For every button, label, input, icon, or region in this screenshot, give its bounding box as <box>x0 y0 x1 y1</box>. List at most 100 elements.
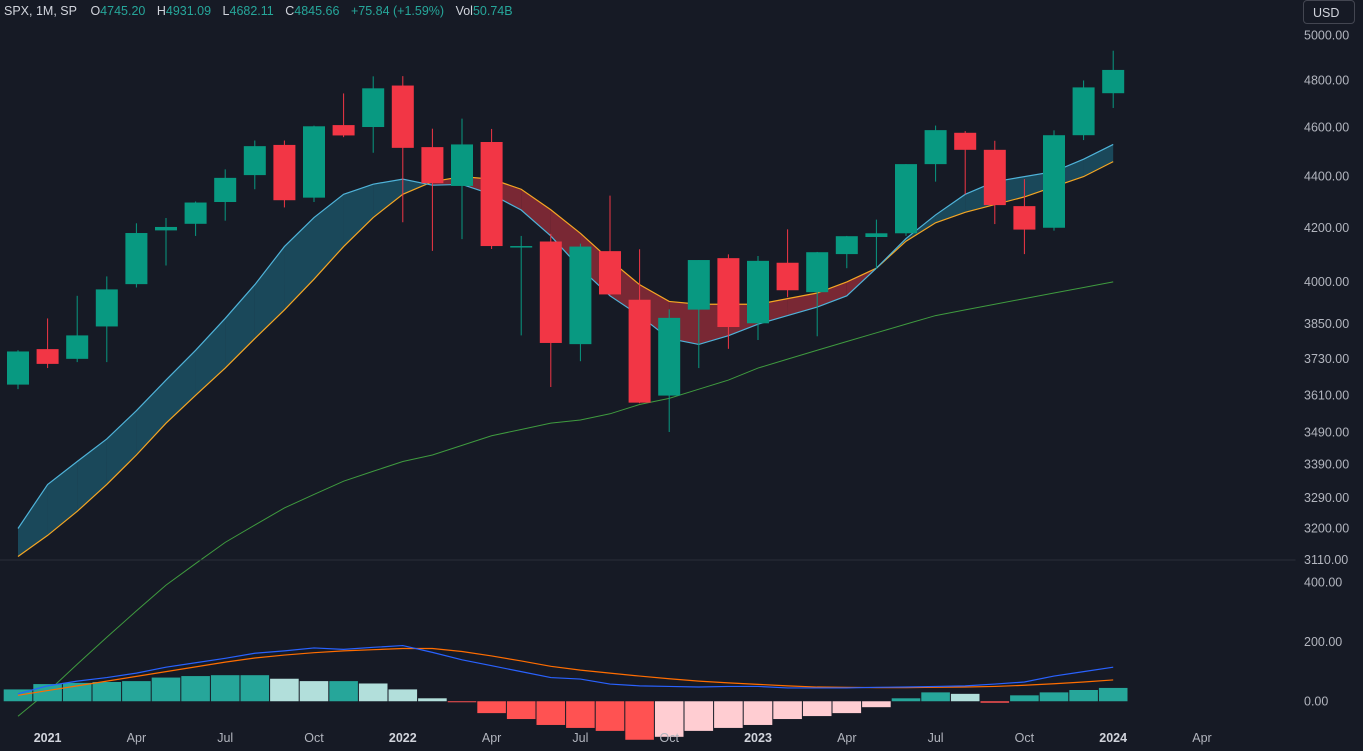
macd-histogram-bar[interactable] <box>270 678 299 702</box>
macd-histogram-bar[interactable] <box>240 675 270 702</box>
macd-histogram-bar[interactable] <box>714 701 743 728</box>
candle-body[interactable] <box>1043 135 1065 228</box>
candle-body[interactable] <box>332 125 355 136</box>
candle-body[interactable] <box>687 260 710 310</box>
low-value: 4682.11 <box>229 4 274 18</box>
macd-histogram-bar[interactable] <box>891 698 921 702</box>
macd-histogram-bar[interactable] <box>743 701 773 725</box>
macd-histogram-bar[interactable] <box>299 681 329 702</box>
macd-histogram-bar[interactable] <box>625 701 654 740</box>
macd-histogram-bar[interactable] <box>122 681 151 702</box>
ema-ribbon-segment <box>136 380 166 456</box>
macd-histogram-bar[interactable] <box>477 701 506 714</box>
ema-ribbon-segment <box>817 281 847 308</box>
candle-body[interactable] <box>776 262 799 291</box>
symbol-label[interactable]: SPX, 1M, SP <box>4 4 77 18</box>
candle-body[interactable] <box>1013 206 1036 230</box>
candle-body[interactable] <box>539 241 562 343</box>
ema-slow-line <box>17 161 1114 557</box>
candle-body[interactable] <box>865 233 888 237</box>
candle-body[interactable] <box>214 177 237 203</box>
macd-tick-label: 200.00 <box>1304 635 1342 649</box>
candle-body[interactable] <box>125 233 148 285</box>
ema-ribbon-segment <box>106 410 137 485</box>
macd-pane <box>3 644 1128 740</box>
macd-histogram-bar[interactable] <box>418 698 447 702</box>
currency-button[interactable]: USD <box>1303 0 1355 24</box>
price-tick-label: 3200.00 <box>1304 521 1349 535</box>
candle-body[interactable] <box>7 351 29 385</box>
open-label: O <box>90 4 101 18</box>
ema-ribbon-segment <box>787 293 818 316</box>
macd-histogram-bar[interactable] <box>388 689 418 702</box>
candle-body[interactable] <box>806 252 829 293</box>
macd-histogram-bar[interactable] <box>1069 690 1098 702</box>
candle-body[interactable] <box>835 236 858 255</box>
price-tick-label: 5000.00 <box>1304 28 1349 42</box>
candle-body[interactable] <box>451 144 473 186</box>
candle-body[interactable] <box>658 317 681 396</box>
ema-ribbon-segment <box>935 194 966 223</box>
price-tick-label: 4200.00 <box>1304 221 1349 235</box>
candle-body[interactable] <box>273 144 296 201</box>
candle-body[interactable] <box>599 251 621 295</box>
candle-body[interactable] <box>747 260 769 324</box>
time-tick-label: Apr <box>1192 731 1211 745</box>
candle-body[interactable] <box>155 226 177 231</box>
volume-label: Vol <box>455 4 473 18</box>
macd-histogram-bar[interactable] <box>684 701 714 731</box>
candle-body[interactable] <box>895 164 917 234</box>
macd-histogram-bar[interactable] <box>181 676 210 702</box>
macd-histogram-bar[interactable] <box>1010 695 1039 702</box>
candle-body[interactable] <box>95 289 118 327</box>
macd-histogram-bar[interactable] <box>536 701 566 725</box>
macd-histogram-bar[interactable] <box>447 701 477 703</box>
macd-histogram-bar[interactable] <box>1039 692 1069 702</box>
candle-body[interactable] <box>924 130 947 165</box>
macd-histogram-bar[interactable] <box>506 701 536 720</box>
macd-histogram-bar[interactable] <box>921 692 950 702</box>
macd-histogram-bar[interactable] <box>1098 687 1128 702</box>
time-tick-label: Apr <box>127 731 146 745</box>
price-tick-label: 4000.00 <box>1304 275 1349 289</box>
ema-ribbon-segment <box>254 246 285 339</box>
candle-body[interactable] <box>66 335 89 359</box>
macd-histogram-bar[interactable] <box>92 682 122 702</box>
macd-histogram-bar[interactable] <box>358 683 388 702</box>
macd-histogram-bar[interactable] <box>862 701 891 708</box>
price-tick-label: 3110.00 <box>1304 553 1348 567</box>
macd-histogram-bar[interactable] <box>329 681 358 702</box>
macd-histogram-bar[interactable] <box>950 693 980 702</box>
candle-body[interactable] <box>1102 69 1125 94</box>
macd-histogram-bar[interactable] <box>773 701 802 720</box>
macd-histogram-bar[interactable] <box>566 701 595 728</box>
price-tick-label: 4600.00 <box>1304 120 1349 134</box>
candle-body[interactable] <box>391 85 414 148</box>
macd-histogram-bar[interactable] <box>980 701 1010 703</box>
macd-histogram-bar[interactable] <box>210 675 240 702</box>
ema-ribbon-segment <box>314 194 344 280</box>
candle-body[interactable] <box>362 88 385 128</box>
candle-body[interactable] <box>36 349 59 364</box>
candle-body[interactable] <box>243 146 266 176</box>
candle-body[interactable] <box>983 149 1006 206</box>
candle-body[interactable] <box>717 258 740 328</box>
candle-body[interactable] <box>954 132 977 150</box>
candle-body[interactable] <box>480 141 503 247</box>
macd-histogram-bar[interactable] <box>151 677 181 702</box>
macd-histogram-bar[interactable] <box>654 701 684 737</box>
change-value: +75.84 (+1.59%) <box>350 4 445 18</box>
candle-body[interactable] <box>1072 87 1095 136</box>
candle-body[interactable] <box>628 299 651 403</box>
candle-body[interactable] <box>421 147 444 184</box>
macd-histogram-bar[interactable] <box>3 689 33 702</box>
candle-body[interactable] <box>303 126 325 198</box>
macd-histogram-bar[interactable] <box>802 701 832 717</box>
price-tick-label: 4800.00 <box>1304 73 1349 87</box>
macd-histogram-bar[interactable] <box>595 701 625 731</box>
candle-body[interactable] <box>569 246 592 345</box>
candle-body[interactable] <box>184 202 207 224</box>
macd-histogram-bar[interactable] <box>832 701 862 714</box>
candle-body[interactable] <box>510 246 533 248</box>
